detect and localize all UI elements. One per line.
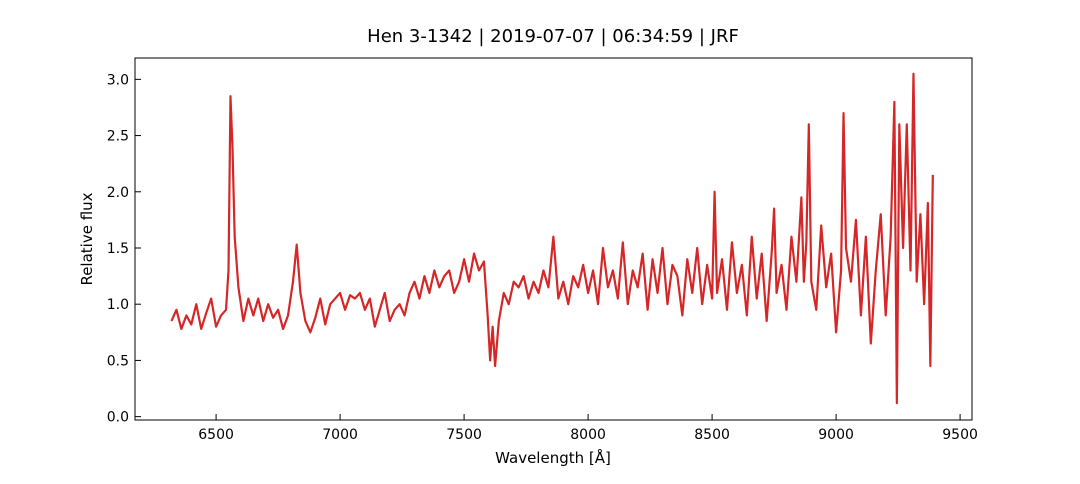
y-axis-label: Relative flux (78, 192, 96, 285)
y-tick-label: 0.5 (107, 353, 129, 369)
x-tick-label: 7500 (446, 427, 482, 443)
axes-frame (134, 57, 973, 421)
x-axis-label: Wavelength [Å] (495, 448, 611, 467)
y-tick-label: 2.0 (107, 185, 129, 201)
spectrum-line (170, 72, 934, 405)
chart-title: Hen 3-1342 | 2019-07-07 | 06:34:59 | JRF (367, 26, 739, 47)
x-tick-label: 8500 (694, 427, 730, 443)
y-tick-label: 0.0 (107, 410, 129, 426)
y-tick-label: 2.5 (107, 129, 129, 145)
x-tick-label: 9000 (818, 427, 854, 443)
y-tick-label: 3.0 (107, 72, 129, 88)
x-tick-label: 7000 (322, 427, 358, 443)
x-tick-label: 6500 (198, 427, 234, 443)
x-tick-label: 8000 (570, 427, 606, 443)
x-tick-label: 9500 (942, 427, 978, 443)
y-tick-label: 1.5 (107, 241, 129, 257)
y-tick-label: 1.0 (107, 297, 129, 313)
